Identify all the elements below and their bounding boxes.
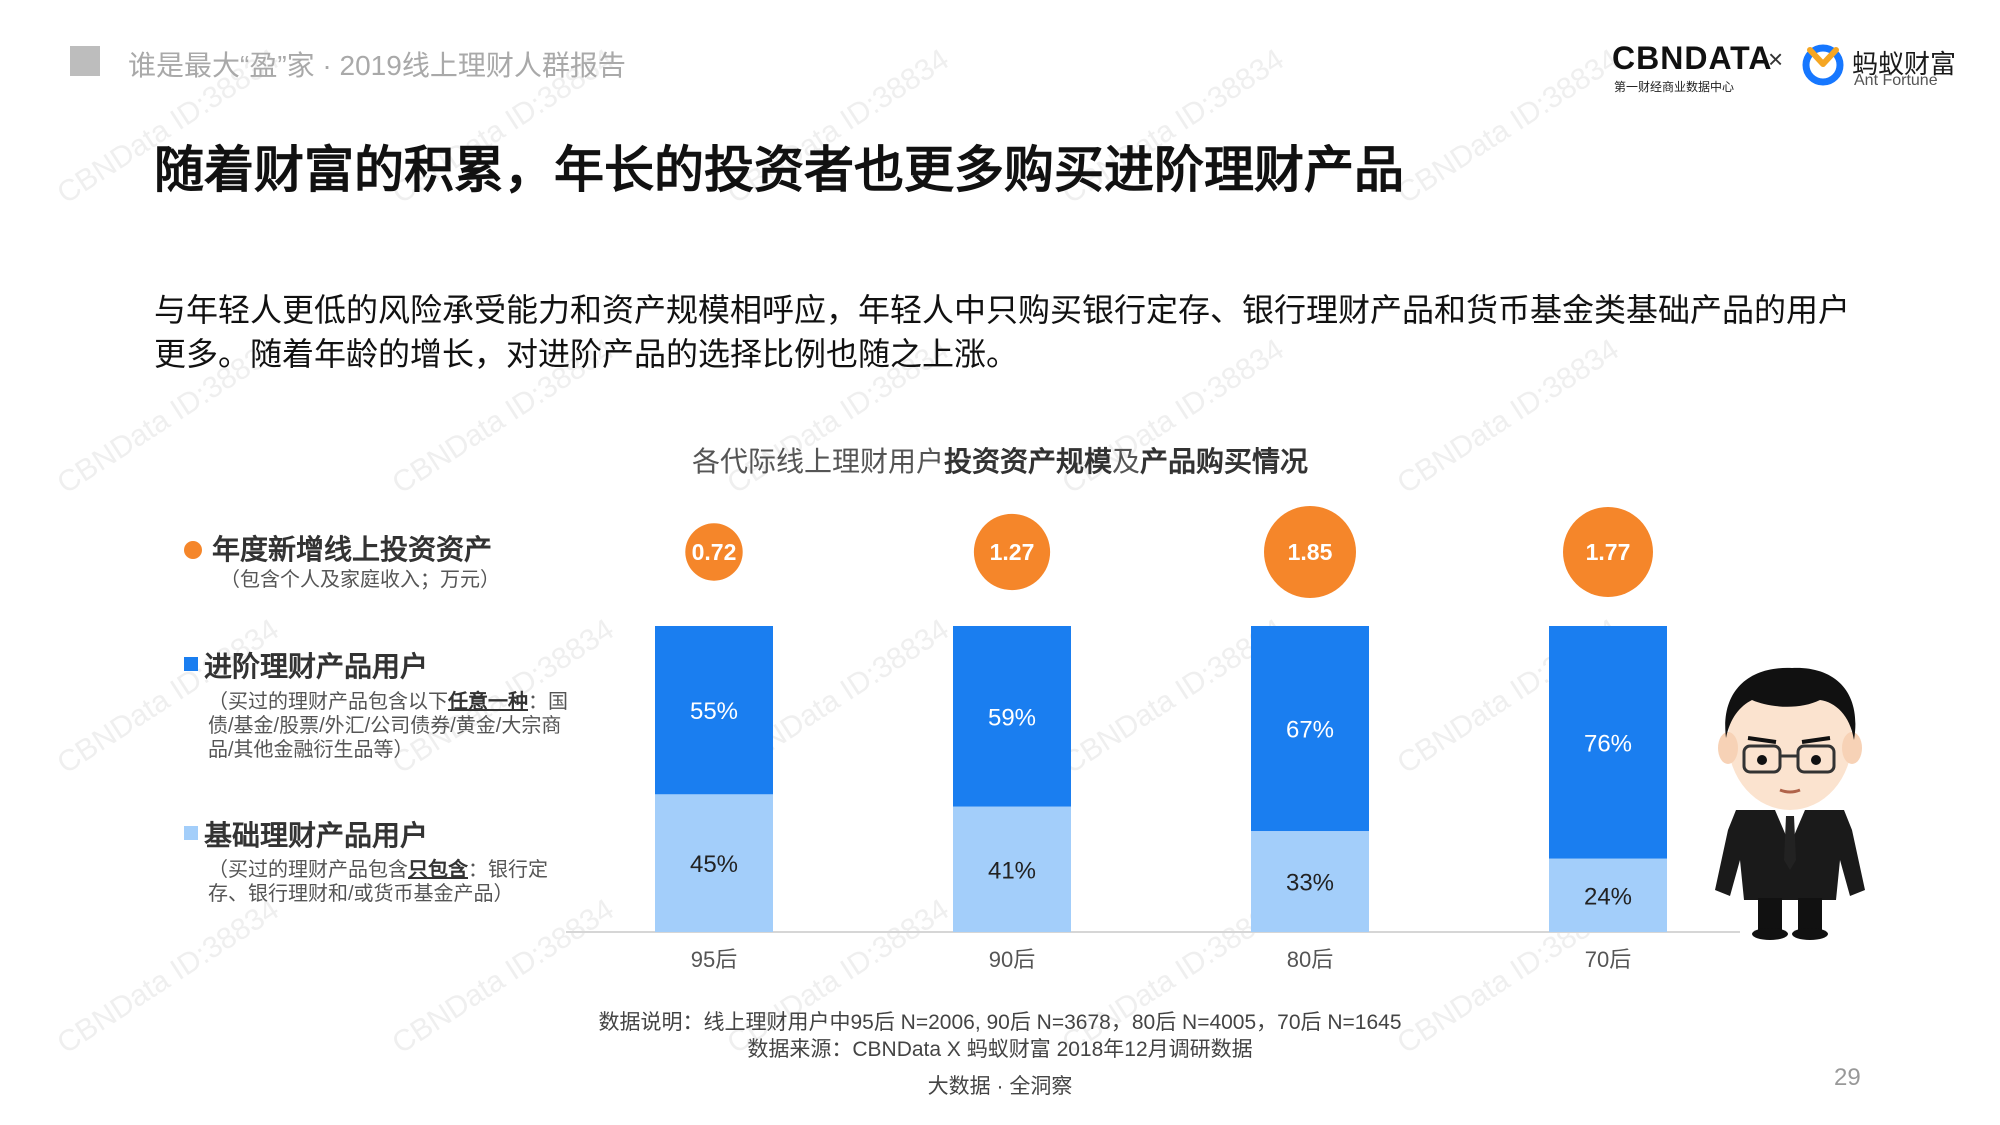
legend-basic-note-b: 只包含 bbox=[408, 859, 468, 881]
legend-advanced-label: 进阶理财产品用户 bbox=[204, 651, 429, 682]
bubble-label-2: 1.85 bbox=[1288, 539, 1333, 565]
chart-title-part4: 产品购买情况 bbox=[1140, 446, 1309, 477]
legend-basic-label: 基础理财产品用户 bbox=[204, 820, 429, 851]
legend-new-assets-note: （包含个人及家庭收入；万元） bbox=[220, 569, 500, 591]
bubble-2 bbox=[1264, 506, 1356, 598]
bar-advanced-label-2: 67% bbox=[1286, 717, 1334, 744]
bar-advanced-3 bbox=[1549, 626, 1667, 859]
ant-fortune-logo-en: Ant Fortune bbox=[1854, 72, 1938, 89]
x-tick-label-0: 95后 bbox=[691, 947, 737, 972]
legend-advanced-swatch bbox=[184, 657, 198, 671]
bar-advanced-0 bbox=[655, 626, 773, 795]
cartoon-businessman-illustration bbox=[1715, 667, 1865, 940]
bar-basic-label-0: 45% bbox=[690, 851, 738, 878]
chart-title: 各代际线上理财用户投资资产规模及产品购买情况 bbox=[0, 440, 2000, 480]
legend-basic-note-c: ：银行定存、银行理财和/或货币基金产品） bbox=[208, 859, 548, 905]
footer-slogan: 大数据 · 全洞察 bbox=[927, 1075, 1073, 1098]
legend-basic-swatch bbox=[184, 826, 198, 840]
bubble-label-3: 1.77 bbox=[1586, 539, 1631, 565]
legend-advanced-note: （买过的理财产品包含以下任意一种：国债/基金/股票/外汇/公司债券/黄金/大宗商… bbox=[208, 690, 568, 762]
page-title: 随着财富的积累，年长的投资者也更多购买进阶理财产品 bbox=[154, 142, 1404, 198]
header-square-marker bbox=[70, 46, 100, 76]
bar-advanced-label-1: 59% bbox=[988, 704, 1036, 731]
logo-times-sign: × bbox=[1768, 44, 1784, 74]
cbndata-logo: CBNDATA bbox=[1612, 40, 1773, 76]
page-number: 29 bbox=[1834, 1064, 1861, 1091]
legend-basic-note: （买过的理财产品包含只包含：银行定存、银行理财和/或货币基金产品） bbox=[208, 858, 553, 906]
chart-title-part3: 及 bbox=[1112, 446, 1141, 477]
bar-basic-label-3: 24% bbox=[1584, 883, 1632, 910]
cbndata-logo-subtitle: 第一财经商业数据中心 bbox=[1614, 80, 1735, 94]
legend-new-assets-dot bbox=[184, 541, 202, 559]
bubble-1 bbox=[973, 513, 1051, 591]
x-tick-label-1: 90后 bbox=[989, 947, 1035, 972]
bar-advanced-label-0: 55% bbox=[690, 698, 738, 725]
legend-advanced-note-a: （买过的理财产品包含以下 bbox=[208, 691, 448, 713]
legend-new-assets-label: 年度新增线上投资资产 bbox=[212, 534, 493, 565]
bar-advanced-label-3: 76% bbox=[1584, 730, 1632, 757]
bubble-label-1: 1.27 bbox=[990, 539, 1035, 565]
x-tick-label-3: 70后 bbox=[1585, 947, 1631, 972]
bar-advanced-1 bbox=[953, 626, 1071, 807]
legend-advanced-note-b: 任意一种 bbox=[448, 691, 528, 713]
bar-basic-2 bbox=[1251, 831, 1369, 932]
bubble-0 bbox=[685, 523, 743, 581]
bar-basic-1 bbox=[953, 806, 1071, 932]
bar-basic-label-2: 33% bbox=[1286, 870, 1334, 897]
bar-advanced-2 bbox=[1251, 626, 1369, 832]
bar-basic-0 bbox=[655, 794, 773, 932]
legend-basic-note-a: （买过的理财产品包含 bbox=[208, 859, 408, 881]
legend-advanced-note-c: ：国债/基金/股票/外汇/公司债券/黄金/大宗商品/其他金融衍生品等） bbox=[208, 691, 568, 761]
x-tick-label-2: 80后 bbox=[1287, 947, 1333, 972]
page-description: 与年轻人更低的风险承受能力和资产规模相呼应，年轻人中只购买银行定存、银行理财产品… bbox=[154, 292, 1851, 372]
chart-title-part1: 各代际线上理财用户 bbox=[691, 446, 944, 477]
report-title: 谁是最大“盈”家 · 2019线上理财人群报告 bbox=[128, 50, 626, 81]
data-note: 数据说明：线上理财用户中95后 N=2006, 90后 N=3678，80后 N… bbox=[598, 1011, 1402, 1034]
bar-basic-3 bbox=[1549, 858, 1667, 932]
chart-title-part2: 投资资产规模 bbox=[943, 446, 1112, 477]
ant-fortune-icon bbox=[1802, 44, 1844, 86]
bar-basic-label-1: 41% bbox=[988, 857, 1036, 884]
bubble-label-0: 0.72 bbox=[692, 539, 737, 565]
data-source: 数据来源：CBNData X 蚂蚁财富 2018年12月调研数据 bbox=[747, 1038, 1253, 1061]
ant-fortune-logo-cn: 蚂蚁财富 bbox=[1852, 49, 1957, 79]
bubble-3 bbox=[1563, 507, 1653, 597]
